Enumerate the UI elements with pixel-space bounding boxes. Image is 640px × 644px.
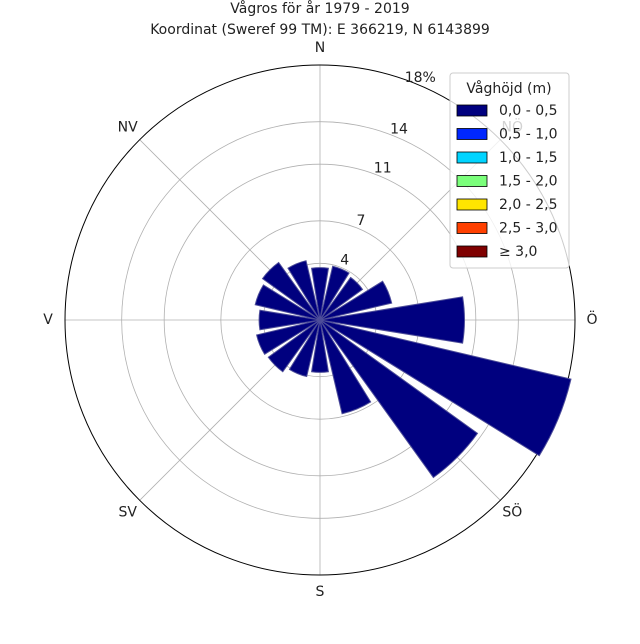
sector-bar-9 <box>288 319 321 378</box>
legend-swatch-5 <box>456 222 488 234</box>
legend-label-1: 0,5 - 1,0 <box>499 127 557 143</box>
sector-bar-2 <box>319 276 364 321</box>
legend-label-2: 1,0 - 1,5 <box>499 150 557 166</box>
legend-swatch-0 <box>456 104 488 117</box>
legend-title: Våghöjd (m) <box>466 80 551 97</box>
sector-bar-0 <box>310 267 330 321</box>
grid-ring-11 <box>163 163 477 477</box>
legend-swatch-6 <box>456 245 488 258</box>
sector-bar-11 <box>255 319 321 355</box>
legend-swatch-4 <box>456 198 488 211</box>
legend-swatch-1 <box>456 128 488 140</box>
direction-label-sv: SV <box>118 504 137 520</box>
radial-tick-label-4: 4 <box>340 252 349 268</box>
radial-tick-label-14: 14 <box>390 121 408 137</box>
sector-bar-8 <box>310 319 330 373</box>
outer-ring <box>64 64 576 576</box>
legend-label-4: 2,0 - 2,5 <box>499 197 557 213</box>
sector-bar-14 <box>261 261 321 321</box>
sector-bar-7 <box>319 319 372 415</box>
legend-swatch-2 <box>456 151 488 164</box>
chart-title-line1: Vågros för år 1979 - 2019 <box>230 0 409 17</box>
legend-frame <box>449 72 570 269</box>
legend-label-5: 2,5 - 3,0 <box>499 221 557 237</box>
sector-bar-1 <box>319 265 350 321</box>
direction-label-v: V <box>43 312 53 328</box>
sector-bar-13 <box>254 284 321 321</box>
bars-layer <box>254 260 572 479</box>
radial-tick-label-11: 11 <box>374 161 392 177</box>
legend-label-3: 1,5 - 2,0 <box>499 174 557 190</box>
direction-label-ö: Ö <box>586 310 597 328</box>
sector-bar-3 <box>319 280 393 321</box>
direction-label-n: N <box>315 40 325 56</box>
radial-tick-label-7: 7 <box>357 213 366 229</box>
sector-bar-15 <box>287 260 321 321</box>
grid-ring-14 <box>121 121 519 519</box>
direction-label-nv: NV <box>118 120 138 136</box>
sector-bar-12 <box>258 309 321 331</box>
sector-bar-10 <box>267 319 321 373</box>
direction-label-sö: SÖ <box>502 502 522 520</box>
radial-tick-label-18: 18% <box>405 70 436 86</box>
legend-label-0: 0,0 - 0,5 <box>499 103 557 119</box>
sector-bar-4 <box>319 296 465 344</box>
direction-label-s: S <box>316 584 325 600</box>
chart-title-line2: Koordinat (Sweref 99 TM): E 366219, N 61… <box>150 22 490 38</box>
sector-bar-5 <box>319 319 572 457</box>
legend: Våghöjd (m) 0,0 - 0,5 0,5 - 1,0 1,0 - 1,5 1… <box>449 72 570 269</box>
legend-entries: 0,0 - 0,5 0,5 - 1,0 1,0 - 1,5 1,5 - 2,0 2,0 … <box>456 103 557 260</box>
sector-bar-6 <box>319 319 479 479</box>
legend-label-6: ≥ 3,0 <box>499 244 537 260</box>
legend-swatch-3 <box>456 175 488 187</box>
